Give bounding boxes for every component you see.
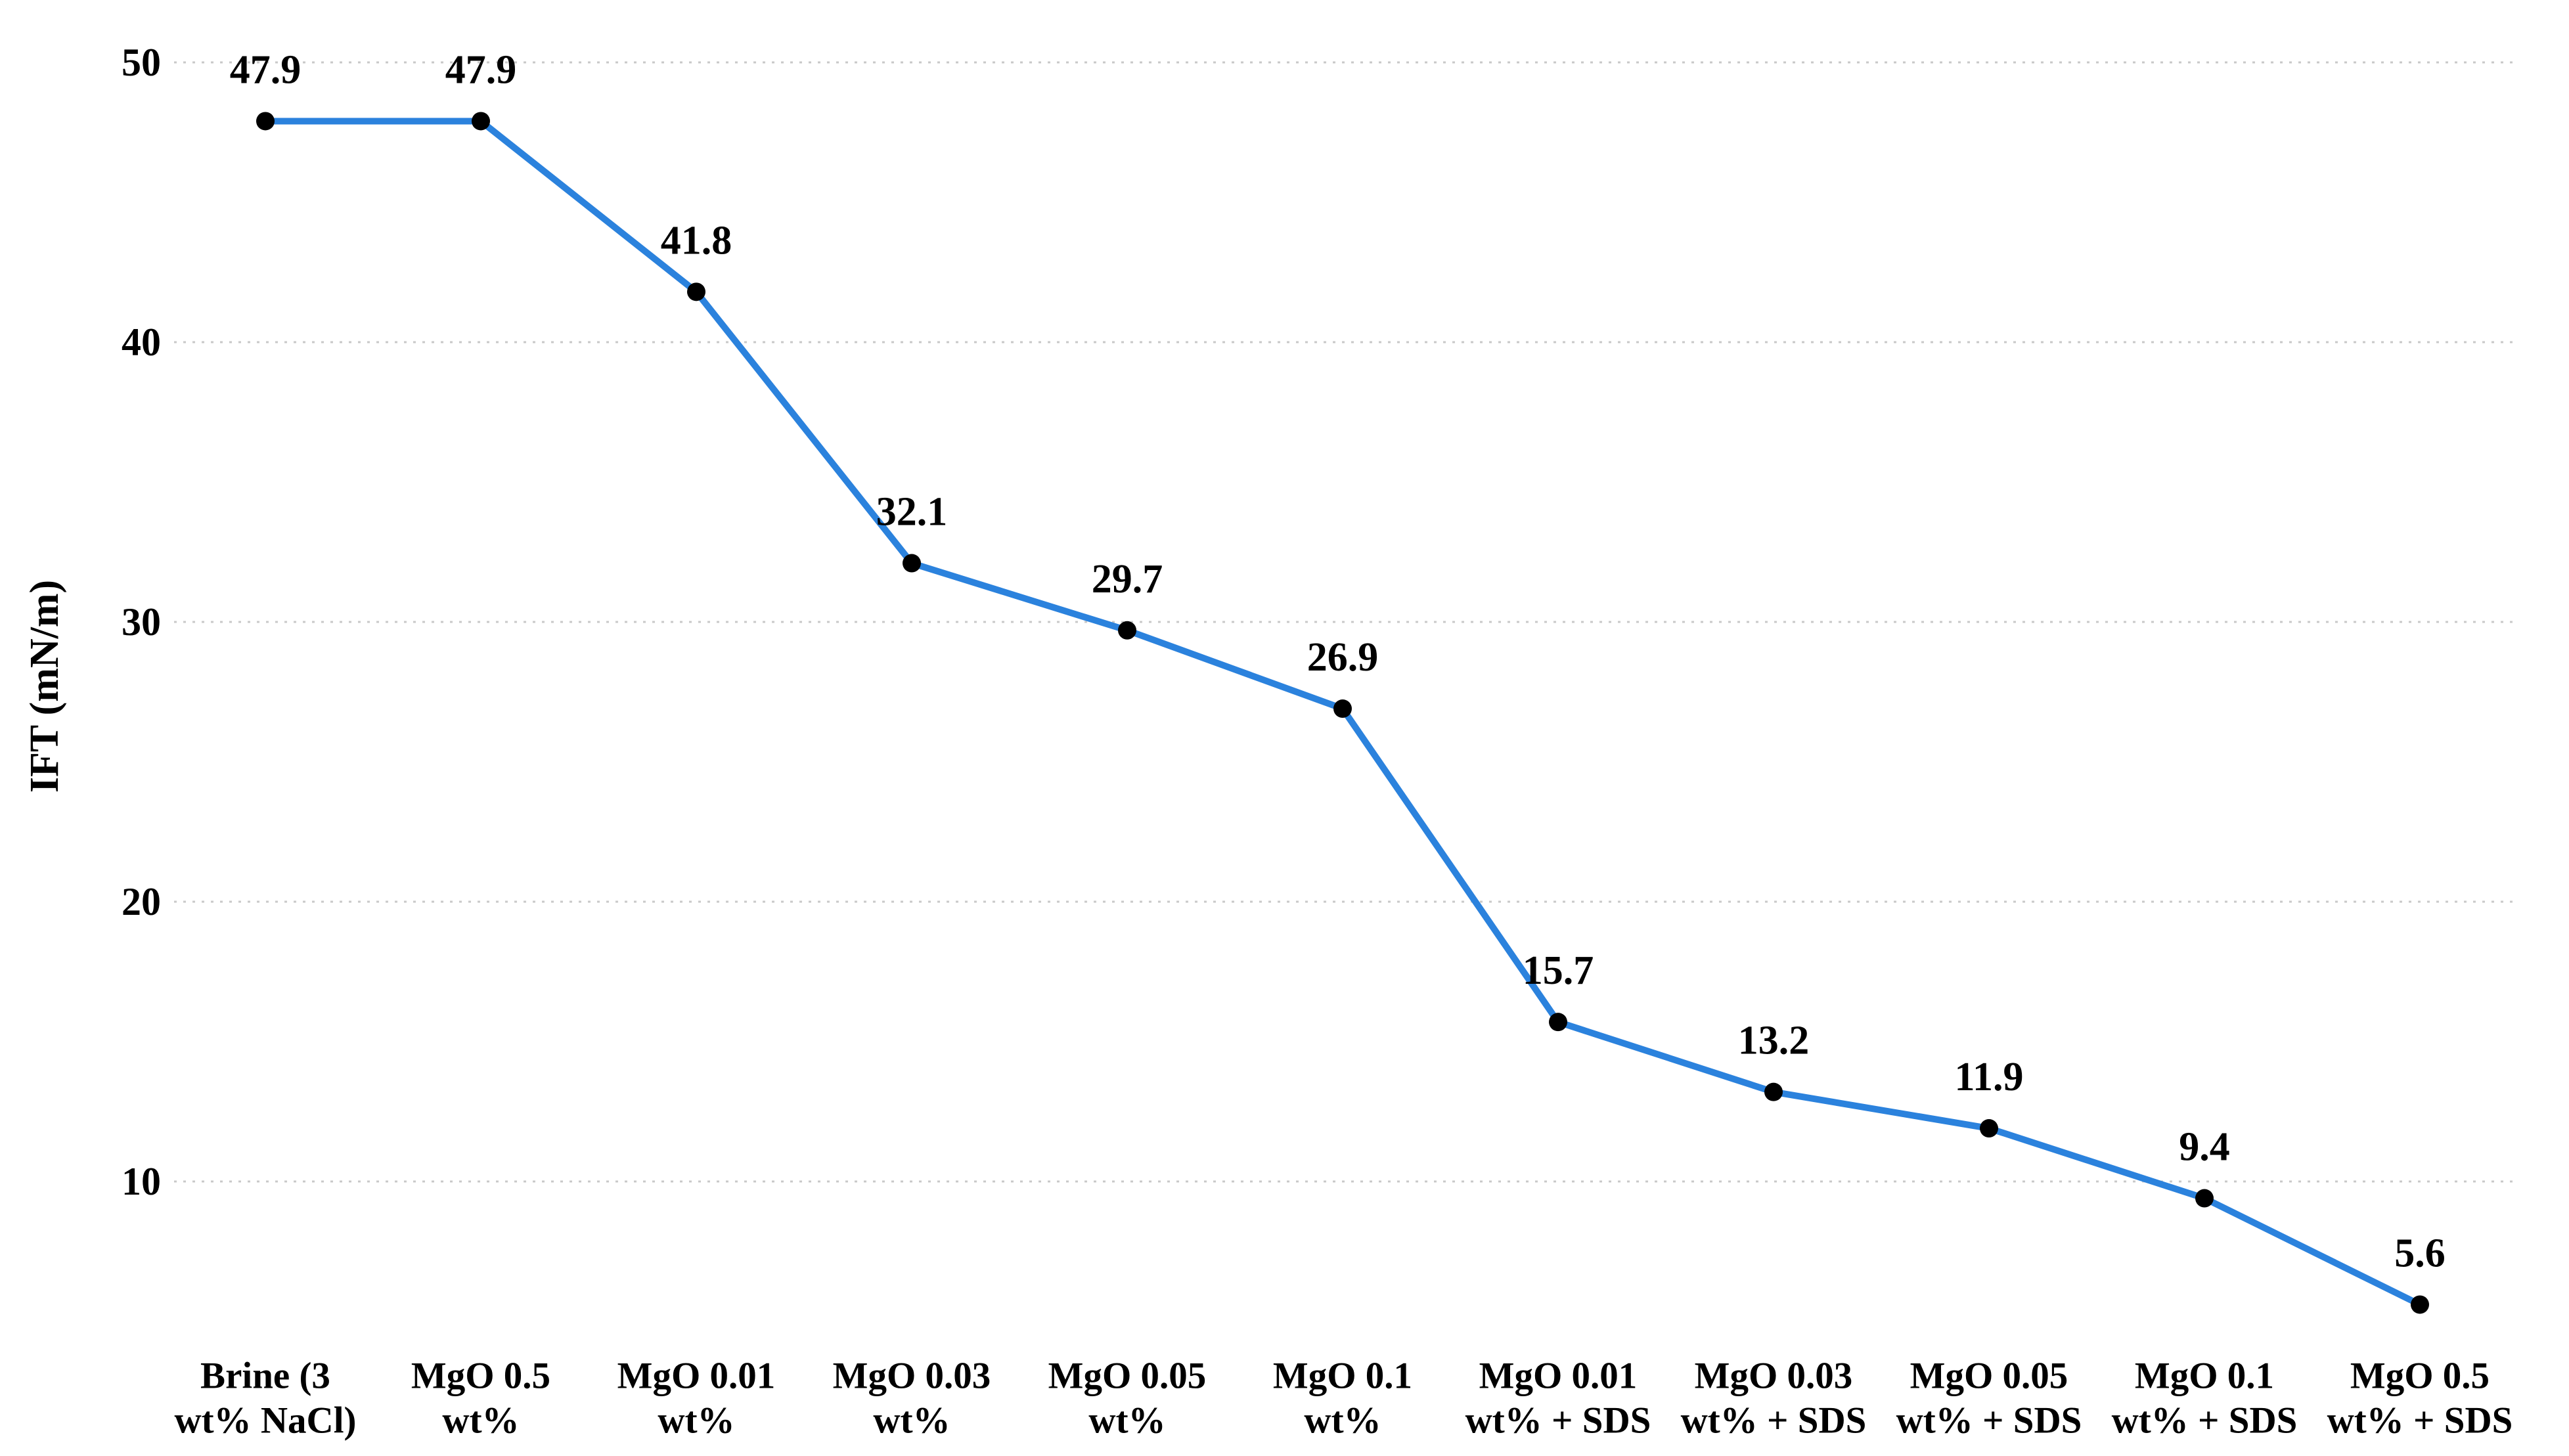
data-point <box>687 282 705 301</box>
x-category-label: MgO 0.03 <box>833 1356 991 1397</box>
y-tick-label: 50 <box>122 41 161 84</box>
x-category-label: wt% + SDS <box>1681 1400 1867 1442</box>
series-layer <box>256 112 2429 1314</box>
gridlines-layer <box>174 61 2516 1183</box>
x-category-label: wt% <box>658 1400 734 1442</box>
x-category-label: wt% + SDS <box>2112 1400 2298 1442</box>
data-label: 9.4 <box>2179 1125 2230 1170</box>
x-category-label: wt% <box>1088 1400 1165 1442</box>
data-point <box>1764 1082 1783 1101</box>
x-category-label: MgO 0.03 <box>1695 1356 1853 1397</box>
y-tick-label: 30 <box>122 600 161 644</box>
y-tick-label: 40 <box>122 320 161 364</box>
y-tick-label: 10 <box>122 1160 161 1203</box>
data-label: 13.2 <box>1738 1019 1810 1063</box>
x-category-label: Brine (3 <box>200 1356 330 1397</box>
data-point <box>2195 1189 2214 1208</box>
data-point <box>2411 1295 2429 1314</box>
data-point <box>1118 621 1136 640</box>
data-label: 11.9 <box>1954 1055 2023 1099</box>
x-category-label: MgO 0.1 <box>2135 1356 2274 1397</box>
data-point <box>1549 1013 1567 1032</box>
data-label: 47.9 <box>445 47 517 92</box>
data-label: 15.7 <box>1523 948 1594 993</box>
x-category-label: wt% <box>442 1400 519 1442</box>
x-category-label: MgO 0.05 <box>1048 1356 1207 1397</box>
x-category-label: MgO 0.5 <box>2350 1356 2490 1397</box>
x-category-label: MgO 0.5 <box>411 1356 550 1397</box>
data-label: 32.1 <box>876 490 948 535</box>
data-label: 29.7 <box>1092 557 1163 602</box>
data-point <box>1333 699 1352 718</box>
data-label: 5.6 <box>2394 1231 2446 1275</box>
y-axis-title: IFT (mN/m) <box>22 580 67 793</box>
x-category-label: MgO 0.01 <box>617 1356 776 1397</box>
data-point <box>472 112 490 131</box>
data-label: 26.9 <box>1307 635 1379 680</box>
x-category-label: wt% + SDS <box>1465 1400 1651 1442</box>
data-point <box>903 554 921 573</box>
category-labels-layer: Brine (3wt% NaCl)MgO 0.5wt%MgO 0.01wt%Mg… <box>174 1356 2513 1442</box>
data-point <box>256 112 275 131</box>
y-tick-label: 20 <box>122 880 161 923</box>
data-label: 47.9 <box>230 47 302 92</box>
data-labels-layer: 47.9 47.9 41.8 32.1 29.7 26.9 15.7 13.2 11.9 9.4 5… <box>230 47 2446 1275</box>
x-category-label: wt% + SDS <box>1896 1400 2082 1442</box>
x-category-label: wt% <box>1304 1400 1381 1442</box>
data-point <box>1980 1119 1998 1138</box>
axis-labels-layer: 50 40 30 20 10 <box>122 41 161 1203</box>
x-category-label: MgO 0.01 <box>1479 1356 1638 1397</box>
x-category-label: wt% <box>873 1400 950 1442</box>
data-label: 41.8 <box>661 218 732 263</box>
x-category-label: MgO 0.1 <box>1273 1356 1412 1397</box>
x-category-label: MgO 0.05 <box>1910 1356 2068 1397</box>
x-category-label: wt% NaCl) <box>174 1400 356 1442</box>
x-category-label: wt% + SDS <box>2327 1400 2513 1442</box>
